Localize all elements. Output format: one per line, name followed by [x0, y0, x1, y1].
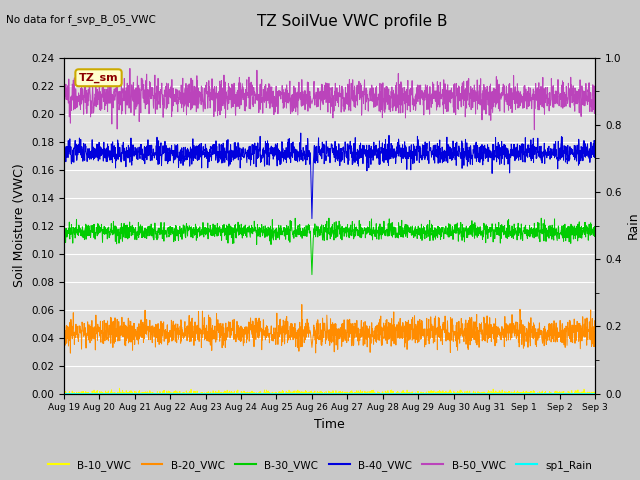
Y-axis label: Rain: Rain: [627, 212, 640, 240]
Text: TZ SoilVue VWC profile B: TZ SoilVue VWC profile B: [257, 14, 447, 29]
Legend: B-10_VWC, B-20_VWC, B-30_VWC, B-40_VWC, B-50_VWC, sp1_Rain: B-10_VWC, B-20_VWC, B-30_VWC, B-40_VWC, …: [44, 456, 596, 475]
Y-axis label: Soil Moisture (VWC): Soil Moisture (VWC): [13, 164, 26, 288]
Text: No data for f_svp_B_05_VWC: No data for f_svp_B_05_VWC: [6, 14, 156, 25]
X-axis label: Time: Time: [314, 418, 345, 431]
Text: TZ_sm: TZ_sm: [79, 72, 118, 83]
